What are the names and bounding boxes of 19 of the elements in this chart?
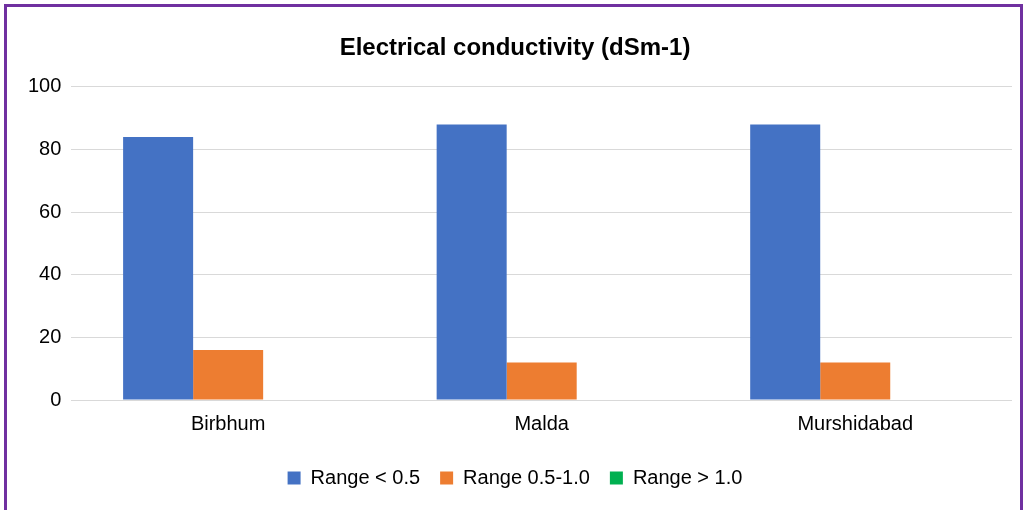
y-tick-label: 40 — [39, 262, 62, 285]
y-tick-label: 60 — [39, 199, 62, 222]
bar — [193, 349, 264, 400]
bar — [436, 124, 507, 400]
bar — [750, 124, 821, 400]
bar — [820, 362, 891, 400]
legend-label: Range 0.5-1.0 — [463, 465, 590, 488]
x-tick-label: Murshidabad — [797, 411, 914, 434]
y-tick-label: 100 — [27, 74, 62, 97]
legend-label: Range < 0.5 — [310, 465, 421, 488]
bar — [506, 362, 577, 400]
x-tick-label: Malda — [514, 411, 570, 434]
legend-label: Range > 1.0 — [632, 465, 743, 488]
bar — [123, 136, 194, 400]
y-tick-label: 20 — [39, 324, 62, 347]
y-tick-label: 0 — [50, 387, 62, 410]
x-tick-label: Birbhum — [190, 411, 266, 434]
y-tick-label: 80 — [39, 136, 62, 159]
chart-title: Electrical conductivity (dSm-1) — [339, 33, 691, 61]
